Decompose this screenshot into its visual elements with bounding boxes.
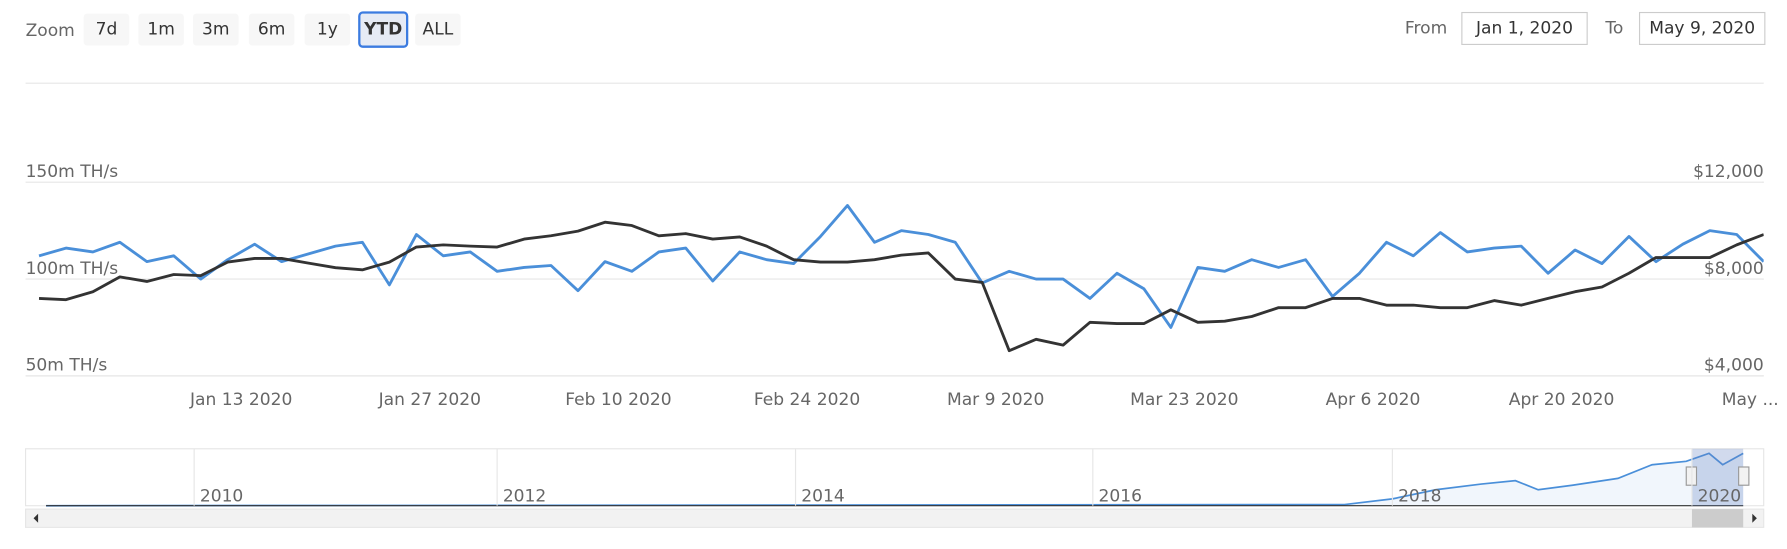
from-value[interactable]: Jan 1, 2020 bbox=[1475, 18, 1573, 38]
range-selector: Zoom From Jan 1, 2020 To May 9, 2020 bbox=[26, 11, 1766, 45]
scrollbar-thumb[interactable] bbox=[1691, 509, 1744, 528]
x-tick-label: May ... bbox=[1722, 390, 1779, 410]
zoom-button-label[interactable]: ALL bbox=[423, 20, 454, 40]
series-line bbox=[38, 220, 1764, 353]
x-tick-label: Apr 6 2020 bbox=[1326, 390, 1421, 410]
zoom-button-label[interactable]: 1m bbox=[147, 20, 175, 40]
x-tick-label: Mar 23 2020 bbox=[1130, 390, 1238, 410]
navigator-year: 2018 bbox=[1398, 487, 1441, 507]
zoom-button[interactable] bbox=[248, 13, 295, 46]
y2-tick-label: $4,000 bbox=[1704, 356, 1764, 376]
zoom-button[interactable] bbox=[358, 11, 409, 48]
to-label: To bbox=[1604, 18, 1623, 38]
x-tick-label: Jan 27 2020 bbox=[378, 390, 481, 410]
zoom-button-label[interactable]: 6m bbox=[258, 20, 286, 40]
zoom-button[interactable] bbox=[83, 13, 130, 46]
zoom-button[interactable] bbox=[415, 13, 461, 46]
y-tick-label: 100m TH/s bbox=[26, 259, 119, 279]
zoom-button[interactable] bbox=[304, 13, 351, 46]
navigator: 2010 2012 2014 2016 2018 2020 bbox=[25, 448, 1765, 528]
zoom-label: Zoom bbox=[26, 21, 75, 41]
scrollbar[interactable] bbox=[25, 508, 1765, 528]
navigator-frame bbox=[25, 448, 1765, 507]
y-tick-label: 150m TH/s bbox=[26, 162, 119, 182]
y2-tick-label: $12,000 bbox=[1693, 162, 1764, 182]
zoom-button[interactable] bbox=[193, 13, 239, 46]
y2-tick-label: $8,000 bbox=[1704, 259, 1764, 279]
navigator-area bbox=[46, 453, 1744, 506]
zoom-button[interactable] bbox=[138, 13, 184, 46]
navigator-year: 2010 bbox=[200, 487, 243, 507]
handle-right[interactable] bbox=[1738, 466, 1750, 486]
from-label: From bbox=[1405, 18, 1447, 38]
y-tick-label: 50m TH/s bbox=[26, 356, 108, 376]
zoom-button-label[interactable]: 1y bbox=[317, 20, 338, 40]
x-tick-label: Jan 13 2020 bbox=[189, 390, 292, 410]
zoom-button-label[interactable]: 7d bbox=[96, 20, 118, 40]
from-input[interactable] bbox=[1461, 11, 1588, 45]
x-tick-label: Mar 9 2020 bbox=[947, 390, 1044, 410]
to-value[interactable]: May 9, 2020 bbox=[1649, 18, 1755, 38]
x-tick-label: Feb 10 2020 bbox=[565, 390, 671, 410]
series-line bbox=[38, 204, 1764, 329]
x-tick-label: Apr 20 2020 bbox=[1509, 390, 1615, 410]
navigator-mask[interactable] bbox=[1691, 448, 1744, 506]
x-tick-label: Feb 24 2020 bbox=[754, 390, 860, 410]
navigator-line bbox=[46, 452, 1744, 507]
navigator-year: 2012 bbox=[503, 487, 546, 507]
zoom-button-label[interactable]: YTD bbox=[363, 20, 402, 40]
to-input[interactable] bbox=[1638, 11, 1766, 45]
zoom-button-label[interactable]: 3m bbox=[202, 20, 230, 40]
navigator-year: 2014 bbox=[801, 487, 844, 507]
navigator-year: 2020 bbox=[1698, 487, 1741, 507]
navigator-year: 2016 bbox=[1099, 487, 1142, 507]
